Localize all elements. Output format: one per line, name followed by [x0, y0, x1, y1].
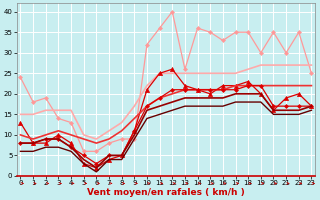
- X-axis label: Vent moyen/en rafales ( km/h ): Vent moyen/en rafales ( km/h ): [87, 188, 245, 197]
